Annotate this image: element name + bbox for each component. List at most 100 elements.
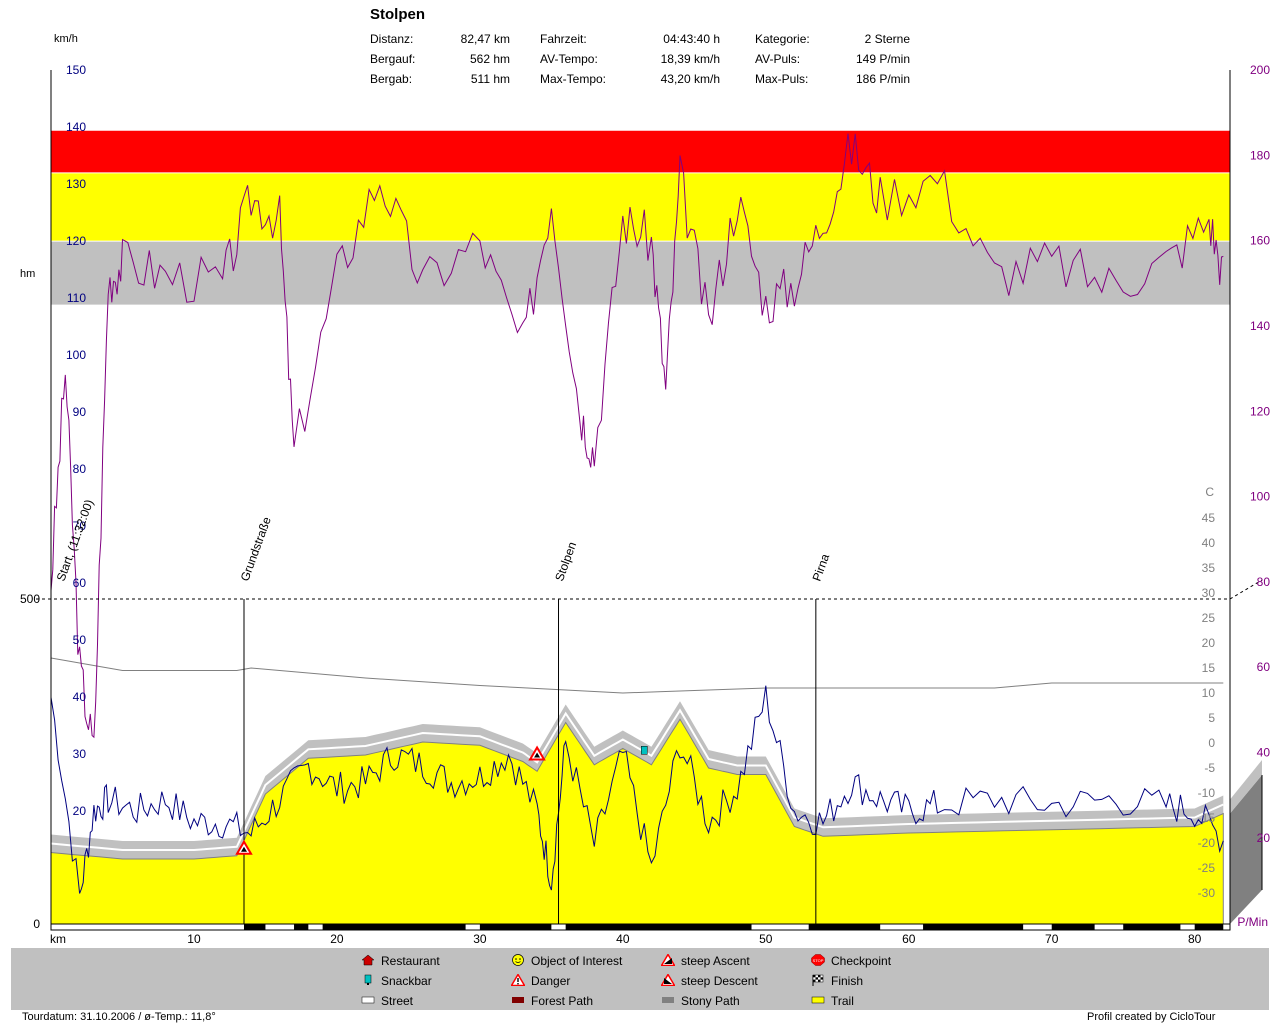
temp-tick-label: 0 (1208, 736, 1215, 750)
distance-tick-label: 80 (1188, 932, 1202, 945)
legend-label: Object of Interest (531, 954, 623, 968)
forest-path-segment (322, 924, 466, 930)
stat-value: 2 Sterne (864, 32, 910, 46)
stony-path-icon (661, 994, 675, 1006)
distance-axis-unit: km (50, 932, 66, 945)
elevation-500-line-3d (1229, 579, 1263, 600)
speed-tick-label: 30 (73, 747, 87, 761)
stat-label: Kategorie: (755, 32, 810, 46)
pulse-tick-label: 200 (1250, 63, 1270, 77)
legend-label: Checkpoint (831, 954, 892, 968)
pulse-zone-red (51, 129, 1230, 173)
legend-label: Street (381, 994, 414, 1008)
elevation-tick-label: 500 (20, 592, 40, 606)
pulse-zone-yellow (51, 172, 1230, 241)
pulse-line (50, 133, 1224, 739)
temp-tick-label: 10 (1202, 686, 1216, 700)
svg-text:STOP: STOP (813, 958, 824, 963)
speed-tick-label: 20 (73, 804, 87, 818)
danger-icon-inner (534, 752, 541, 758)
temp-tick-label: -30 (1198, 886, 1216, 900)
steep-ascent-icon (660, 953, 676, 967)
legend-label: Restaurant (381, 954, 440, 968)
stat-value: 186 P/min (855, 72, 910, 86)
legend-item: Forest Path (511, 994, 593, 1008)
forest-path-icon (511, 994, 525, 1006)
speed-tick-label: 40 (73, 690, 87, 704)
legend-item: Danger (510, 973, 570, 988)
legend-label: steep Ascent (681, 954, 750, 968)
temp-tick-label: -5 (1204, 761, 1215, 775)
temp-tick-label: -15 (1198, 811, 1216, 825)
forest-path-segment (1194, 924, 1224, 930)
speed-tick-label: 50 (73, 633, 87, 647)
legend-label: Forest Path (531, 994, 594, 1008)
pulse-tick-label: 140 (1250, 319, 1270, 333)
elevation-axis-unit: hm (20, 268, 36, 280)
temperature-line (50, 657, 1224, 694)
temp-tick-label: 30 (1202, 586, 1216, 600)
forest-path-segment (479, 924, 552, 930)
distance-tick-label: 60 (902, 932, 916, 945)
footer-tour-info: Tourdatum: 31.10.2006 / ø-Temp.: 11,8° (22, 1011, 216, 1023)
stat-label: Max-Puls: (755, 72, 809, 86)
stat-value: 562 hm (469, 52, 510, 66)
temp-tick-label: -10 (1198, 786, 1216, 800)
profile-side-top (1230, 760, 1262, 814)
forest-path-segment (1123, 924, 1181, 930)
legend-item: Snackbar (361, 974, 432, 988)
legend-item: Finish (811, 974, 863, 988)
legend-label: Finish (831, 974, 864, 988)
legend (11, 948, 1269, 1010)
forest-path-segment (1051, 924, 1095, 930)
legend-item: Object of Interest (511, 954, 622, 968)
stat-label: AV-Tempo: (540, 52, 598, 66)
legend-item: Restaurant (361, 954, 440, 968)
pulse-tick-label: 60 (1257, 660, 1271, 674)
legend-label: steep Descent (681, 974, 758, 988)
stat-label: Distanz: (370, 32, 414, 46)
speed-tick-label: 100 (66, 348, 86, 362)
waypoint-label: Stolpen (552, 540, 579, 583)
forest-path-segment (294, 924, 309, 930)
stat-value: 149 P/min (855, 52, 910, 66)
forest-path-segment (243, 924, 266, 930)
footer-credit: Profil created by CicloTour (1087, 1011, 1216, 1023)
pulse-tick-label: 40 (1257, 746, 1271, 760)
stat-label: Fahrzeit: (540, 32, 587, 46)
temp-tick-label: -20 (1198, 836, 1216, 850)
distance-tick-label: 30 (473, 932, 487, 945)
speed-tick-label: 80 (73, 462, 87, 476)
danger-icon-inner (240, 846, 247, 852)
steep-descent-icon (660, 973, 676, 987)
stat-value: 511 hm (470, 72, 510, 86)
temp-tick-label: 5 (1208, 711, 1215, 725)
stat-label: Bergauf: (370, 52, 416, 66)
stat-value: 18,39 km/h (660, 52, 720, 66)
speed-tick-label: 90 (73, 405, 87, 419)
stat-label: Bergab: (370, 72, 413, 86)
street-icon (361, 994, 375, 1006)
temp-tick-label: 20 (1202, 636, 1216, 650)
speed-tick-label: 130 (66, 177, 86, 191)
speed-tick-label: 60 (73, 576, 87, 590)
speed-tick-label: 120 (66, 234, 86, 248)
pulse-zone-gray (51, 240, 1230, 305)
temp-tick-label: 35 (1202, 561, 1216, 575)
speed-axis-unit: km/h (54, 33, 78, 45)
snackbar-icon (641, 746, 648, 755)
temp-tick-label: 40 (1202, 536, 1216, 550)
temp-tick-label: 15 (1202, 661, 1216, 675)
waypoint-label: Pirna (810, 552, 833, 583)
speed-tick-label: 150 (66, 63, 86, 77)
legend-item: Trail (811, 994, 854, 1008)
finish-flag-icon (811, 974, 825, 986)
pulse-tick-label: 80 (1257, 575, 1271, 589)
legend-item: Stony Path (661, 994, 740, 1008)
snackbar-icon (361, 974, 375, 986)
forest-path-segment (565, 924, 752, 930)
distance-tick-label: 50 (759, 932, 773, 945)
temp-tick-label: -25 (1198, 861, 1216, 875)
forest-path-segment (808, 924, 881, 930)
street-line (50, 708, 1224, 851)
